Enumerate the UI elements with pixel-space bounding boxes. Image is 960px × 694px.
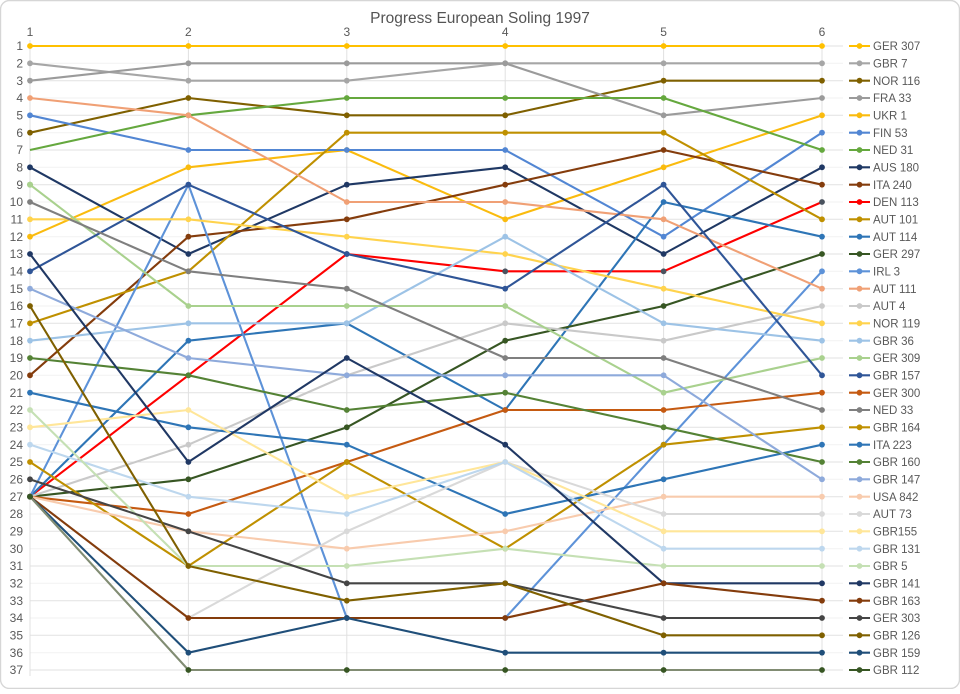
svg-text:GBR 164: GBR 164 (873, 423, 921, 435)
svg-text:AUS 180: AUS 180 (873, 163, 919, 175)
svg-text:33: 33 (10, 594, 24, 608)
svg-text:4: 4 (16, 91, 23, 105)
svg-text:AUT 101: AUT 101 (873, 215, 918, 227)
svg-text:GER 307: GER 307 (873, 41, 920, 53)
svg-text:23: 23 (10, 421, 24, 435)
svg-text:GBR 147: GBR 147 (873, 475, 920, 487)
svg-text:8: 8 (16, 161, 23, 175)
svg-text:USA 842: USA 842 (873, 492, 918, 504)
svg-text:7: 7 (16, 143, 23, 157)
svg-text:2: 2 (185, 25, 192, 39)
svg-text:1: 1 (27, 25, 34, 39)
svg-text:21: 21 (10, 386, 24, 400)
svg-text:18: 18 (10, 334, 24, 348)
svg-text:FIN 53: FIN 53 (873, 128, 908, 140)
svg-text:GBR 163: GBR 163 (873, 596, 920, 608)
svg-text:NED 31: NED 31 (873, 145, 913, 157)
svg-text:NED 33: NED 33 (873, 405, 913, 417)
svg-text:GBR 5: GBR 5 (873, 561, 908, 573)
svg-text:GBR 157: GBR 157 (873, 371, 920, 383)
svg-text:20: 20 (10, 369, 24, 383)
svg-text:Progress European Soling 1997: Progress European Soling 1997 (370, 10, 590, 27)
svg-text:3: 3 (16, 74, 23, 88)
svg-text:14: 14 (10, 265, 24, 279)
svg-text:31: 31 (10, 559, 24, 573)
svg-text:4: 4 (502, 25, 509, 39)
svg-text:16: 16 (10, 299, 24, 313)
svg-text:26: 26 (10, 473, 24, 487)
svg-text:10: 10 (10, 195, 24, 209)
svg-text:ITA 240: ITA 240 (873, 180, 912, 192)
svg-text:FRA 33: FRA 33 (873, 93, 911, 105)
svg-text:24: 24 (10, 438, 24, 452)
svg-text:AUT 114: AUT 114 (873, 232, 918, 244)
svg-text:34: 34 (10, 611, 24, 625)
svg-text:GER 303: GER 303 (873, 613, 920, 625)
svg-text:17: 17 (10, 317, 24, 331)
svg-text:5: 5 (660, 25, 667, 39)
svg-text:1: 1 (16, 39, 23, 53)
svg-text:29: 29 (10, 525, 24, 539)
svg-text:GBR 126: GBR 126 (873, 631, 920, 643)
svg-text:2: 2 (16, 57, 23, 71)
svg-text:GBR 141: GBR 141 (873, 579, 920, 591)
svg-text:GBR 160: GBR 160 (873, 457, 920, 469)
svg-text:6: 6 (16, 126, 23, 140)
svg-text:28: 28 (10, 507, 24, 521)
svg-text:UKR 1: UKR 1 (873, 111, 907, 123)
svg-text:36: 36 (10, 646, 24, 660)
svg-text:DEN 113: DEN 113 (873, 197, 919, 209)
svg-text:AUT 111: AUT 111 (873, 284, 916, 296)
svg-text:22: 22 (10, 403, 24, 417)
svg-text:9: 9 (16, 178, 23, 192)
svg-text:AUT 4: AUT 4 (873, 301, 906, 313)
svg-text:13: 13 (10, 247, 24, 261)
svg-text:35: 35 (10, 629, 24, 643)
svg-text:NOR 119: NOR 119 (873, 319, 920, 331)
svg-text:AUT 73: AUT 73 (873, 509, 912, 521)
svg-text:11: 11 (11, 213, 24, 227)
svg-text:IRL 3: IRL 3 (873, 267, 900, 279)
svg-text:GBR 112: GBR 112 (873, 665, 919, 677)
svg-text:6: 6 (819, 25, 826, 39)
svg-text:GBR155: GBR155 (873, 527, 917, 539)
svg-text:GBR 159: GBR 159 (873, 648, 920, 660)
svg-text:32: 32 (10, 577, 24, 591)
svg-text:5: 5 (16, 109, 23, 123)
svg-text:GER 309: GER 309 (873, 353, 920, 365)
svg-text:19: 19 (10, 351, 24, 365)
svg-text:GER 300: GER 300 (873, 388, 920, 400)
svg-text:ITA 223: ITA 223 (873, 440, 912, 452)
svg-text:27: 27 (10, 490, 24, 504)
svg-text:3: 3 (343, 25, 350, 39)
svg-text:25: 25 (10, 455, 24, 469)
svg-text:37: 37 (10, 663, 24, 677)
svg-text:12: 12 (10, 230, 24, 244)
svg-text:GER 297: GER 297 (873, 249, 920, 261)
svg-text:GBR 36: GBR 36 (873, 336, 914, 348)
svg-text:GBR 131: GBR 131 (873, 544, 920, 556)
svg-text:GBR 7: GBR 7 (873, 59, 908, 71)
svg-text:30: 30 (10, 542, 24, 556)
svg-text:NOR 116: NOR 116 (873, 76, 920, 88)
svg-text:15: 15 (10, 282, 24, 296)
